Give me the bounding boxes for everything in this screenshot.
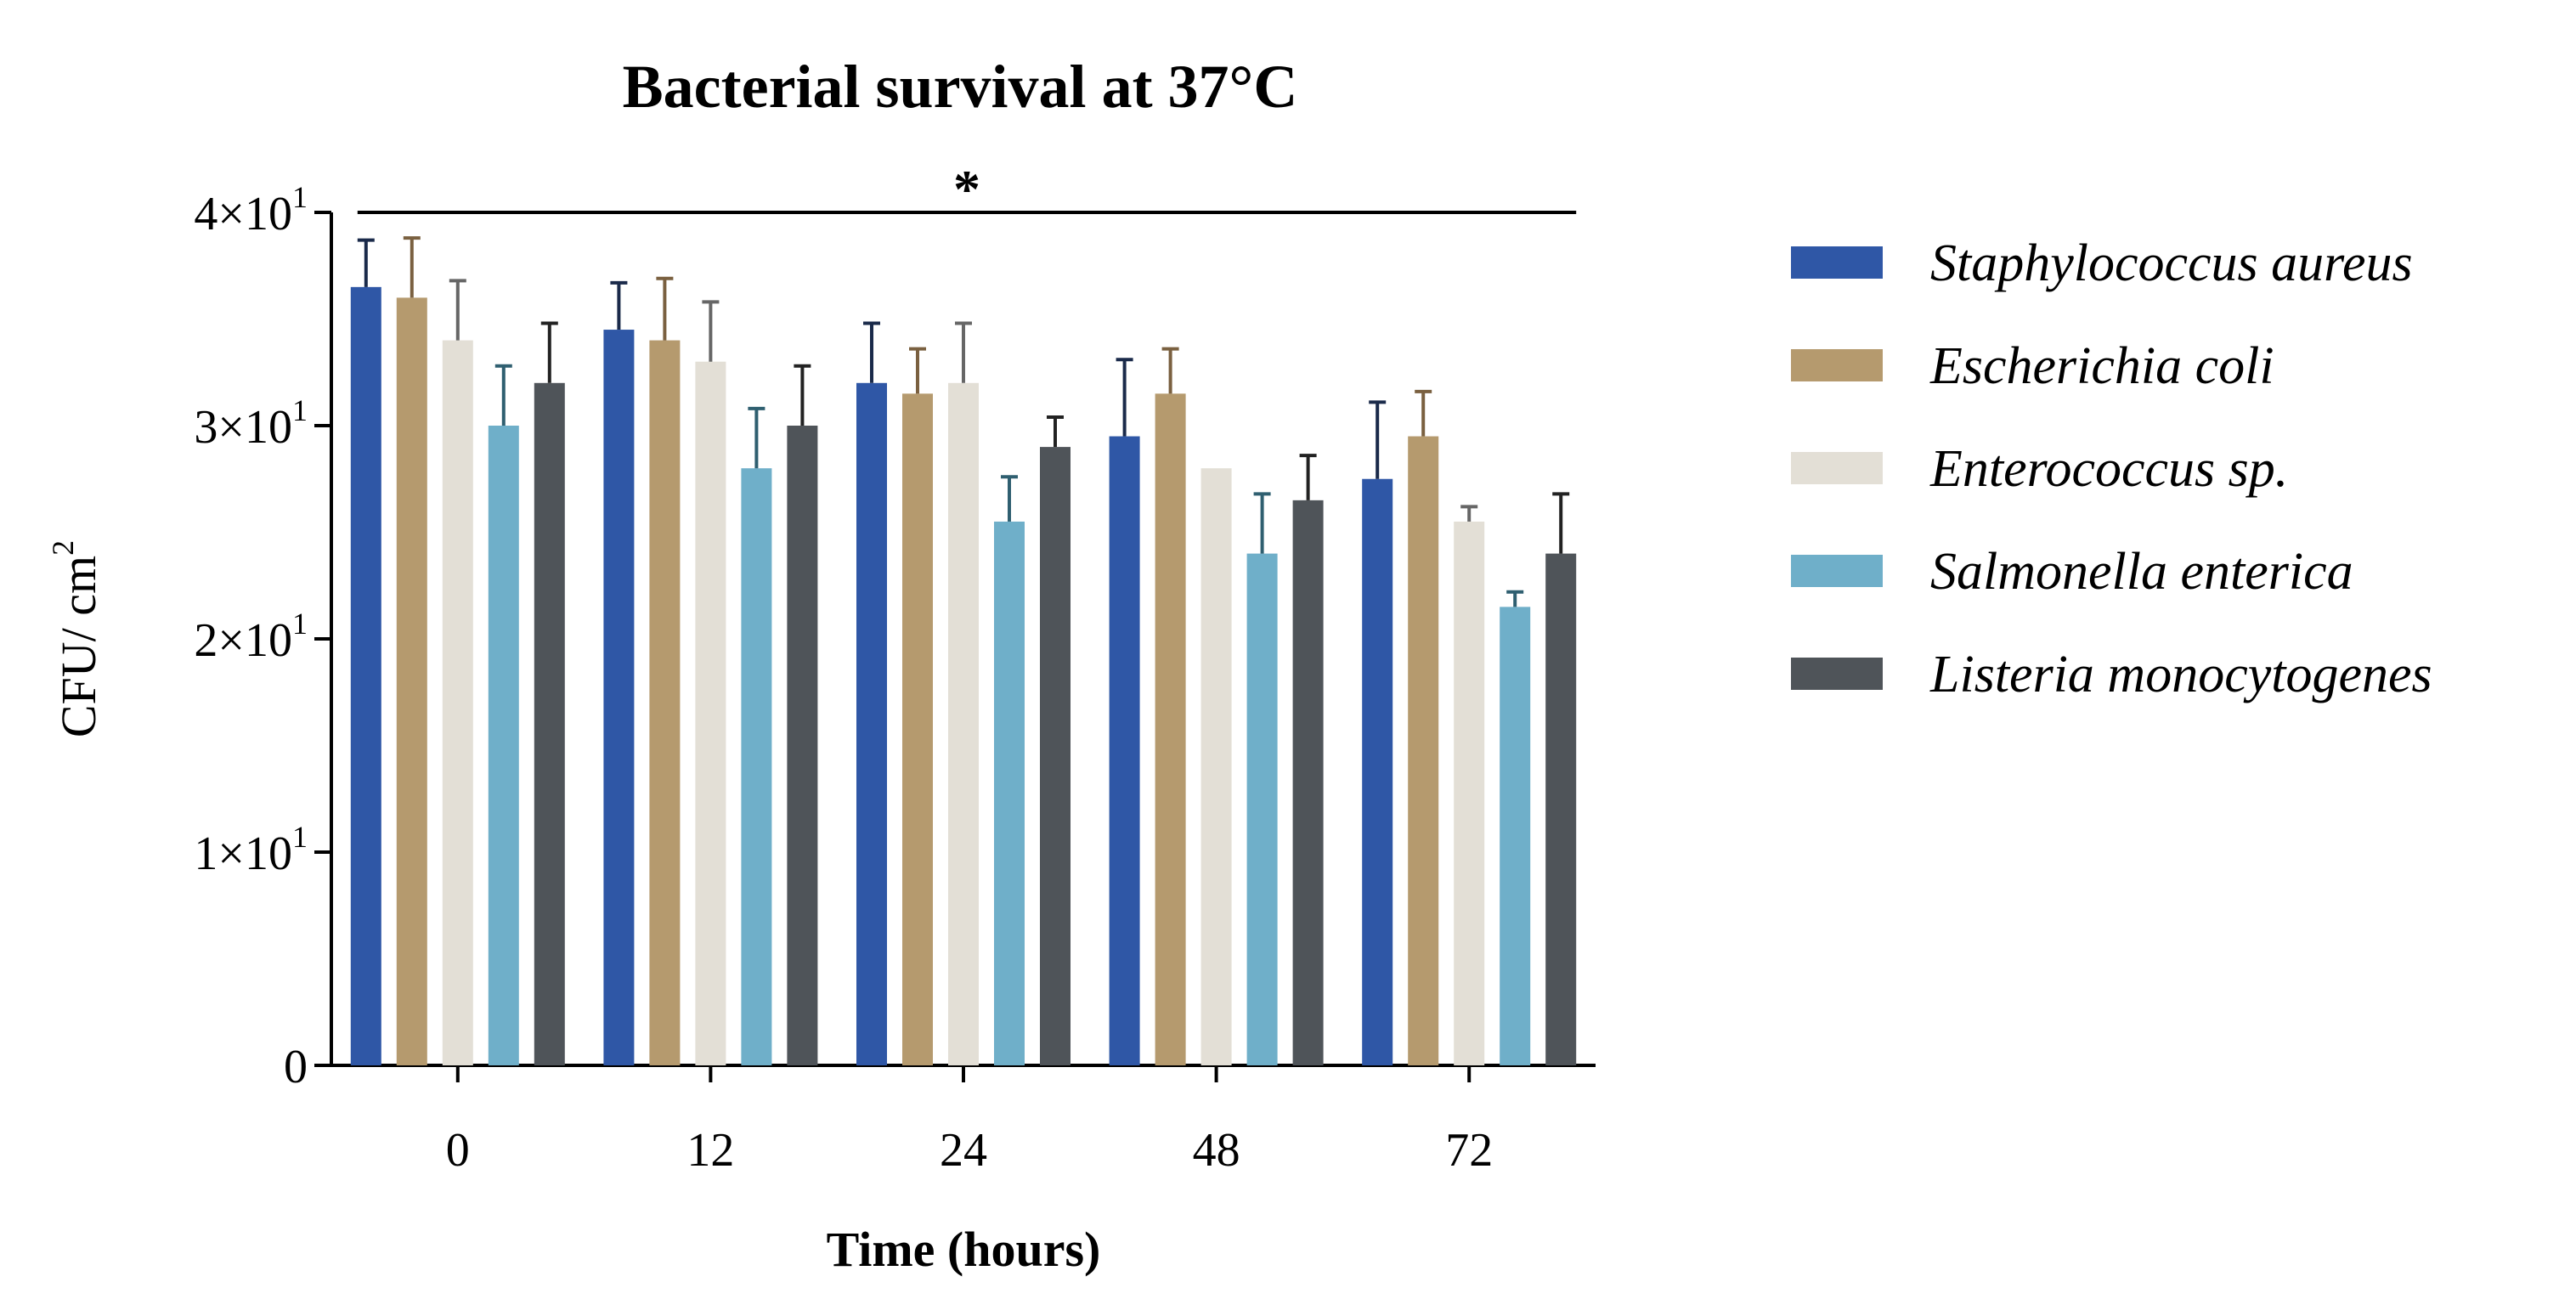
y-axis-title-exponent: 2 (46, 540, 80, 556)
bar (948, 382, 979, 1065)
bar (1246, 553, 1278, 1065)
y-axis-title-base: CFU/ cm (51, 556, 106, 737)
bar (1200, 468, 1232, 1065)
chart-title: Bacterial survival at 37°C (623, 53, 1298, 121)
legend-swatch (1791, 658, 1883, 690)
bar (350, 286, 381, 1066)
y-tick-label: 2×101 (194, 607, 308, 667)
y-tick-label-base: 0 (284, 1041, 308, 1093)
x-tick-label: 0 (446, 1124, 470, 1177)
bar (1155, 393, 1186, 1066)
x-axis-title: Time (hours) (827, 1222, 1101, 1277)
bar (1109, 436, 1140, 1065)
y-tick-label-base: 1×10 (194, 827, 292, 880)
legend-label: Enterococcus sp. (1929, 440, 2288, 498)
bar (856, 382, 887, 1065)
bar (396, 297, 427, 1065)
y-tick-label-exponent: 1 (292, 393, 308, 427)
bar (994, 521, 1025, 1065)
bar (1408, 436, 1439, 1065)
legend-label: Salmonella enterica (1930, 543, 2353, 601)
y-axis-title: CFU/ cm2 (46, 540, 106, 737)
y-tick-label: 0 (284, 1041, 308, 1093)
y-tick-label-base: 3×10 (194, 401, 292, 454)
bar (787, 426, 818, 1065)
bar (649, 340, 681, 1066)
bar (603, 330, 635, 1065)
x-tick-label: 24 (940, 1124, 987, 1177)
legend: Staphylococcus aureus Escherichia coli Ent… (1791, 234, 2432, 703)
bar (902, 393, 933, 1066)
legend-label: Listeria monocytogenes (1929, 646, 2432, 703)
bar (1500, 607, 1531, 1065)
bar (1362, 478, 1393, 1065)
legend-label: Escherichia coli (1929, 337, 2274, 395)
y-tick-label-exponent: 1 (292, 180, 308, 214)
y-tick-label: 4×101 (194, 180, 308, 240)
x-tick-label: 72 (1445, 1124, 1493, 1177)
legend-swatch (1791, 349, 1883, 381)
bar (1040, 447, 1071, 1065)
bar (1292, 500, 1324, 1065)
bar (1545, 553, 1577, 1065)
y-tick-label: 3×101 (194, 393, 308, 454)
bar (741, 468, 772, 1065)
legend-swatch (1791, 555, 1883, 587)
y-tick-label: 1×101 (194, 820, 308, 880)
x-tick-label: 48 (1193, 1124, 1240, 1177)
legend-swatch (1791, 246, 1883, 279)
bar (1454, 521, 1485, 1065)
legend-label: Staphylococcus aureus (1930, 234, 2413, 292)
y-tick-label-base: 2×10 (194, 614, 292, 667)
significance-marker: * (953, 159, 980, 219)
bar (534, 382, 565, 1065)
legend-swatch (1791, 452, 1883, 484)
bar (442, 340, 473, 1066)
y-tick-label-base: 4×10 (194, 188, 292, 240)
x-tick-label: 12 (686, 1124, 734, 1177)
bar (488, 426, 519, 1065)
bar (695, 361, 726, 1065)
y-tick-label-exponent: 1 (292, 820, 308, 854)
y-tick-label-exponent: 1 (292, 607, 308, 641)
